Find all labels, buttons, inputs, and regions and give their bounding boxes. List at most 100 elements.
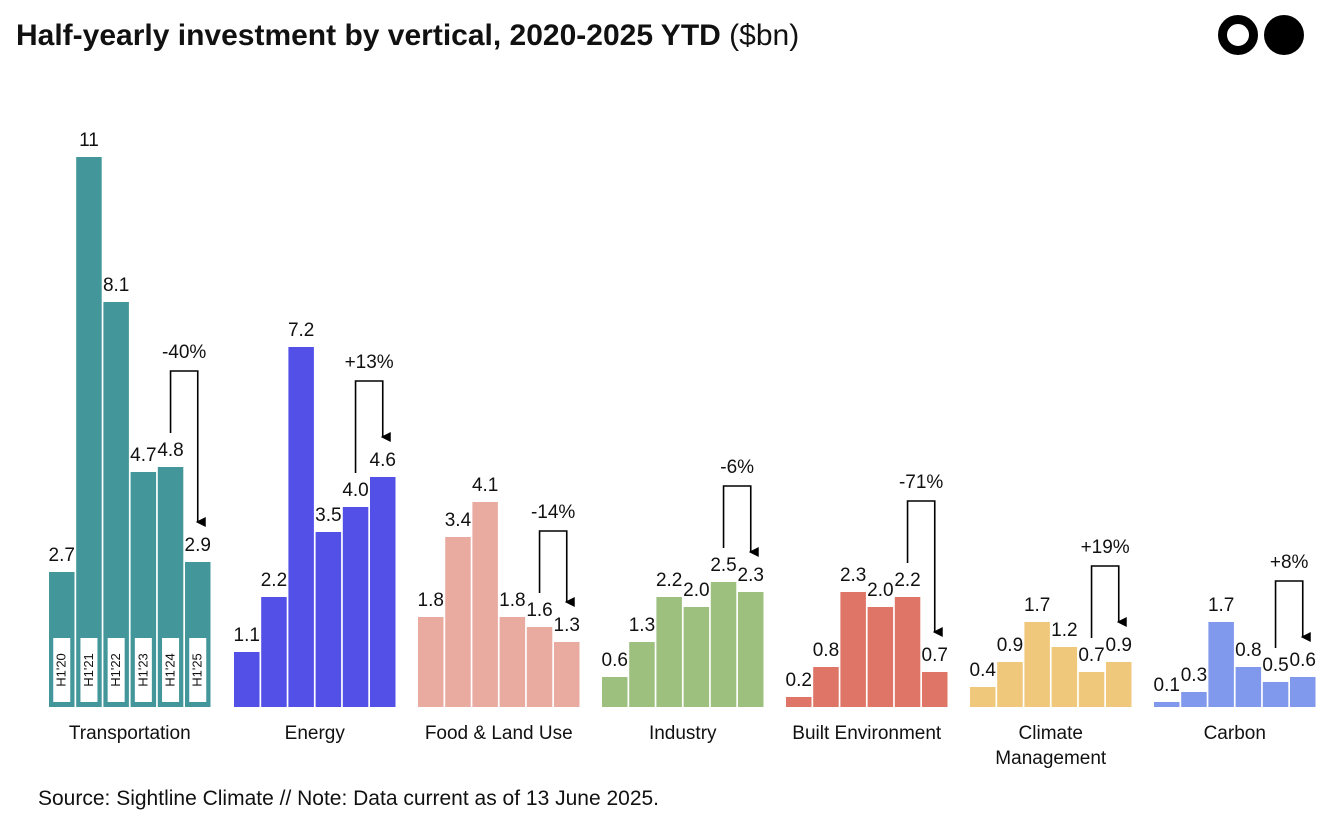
period-tick-label-3: H1'22 bbox=[108, 653, 123, 687]
value-label-carbon-6: 0.6 bbox=[1290, 650, 1316, 671]
bar-industry-6 bbox=[738, 592, 764, 707]
period-tick-label-4: H1'23 bbox=[135, 653, 150, 687]
bar-climate-management-6 bbox=[1106, 662, 1132, 707]
value-label-food-land-use-2: 3.4 bbox=[445, 510, 472, 531]
change-label-carbon: +8% bbox=[1270, 552, 1309, 573]
change-label-climate-management: +19% bbox=[1081, 537, 1130, 558]
value-label-climate-management-2: 0.9 bbox=[997, 635, 1023, 656]
value-label-industry-5: 2.5 bbox=[710, 555, 736, 576]
group-carbon: 0.1 0.3 1.7 0.80.5 0.6 +8% Carbon bbox=[1154, 552, 1316, 744]
value-label-food-land-use-1: 1.8 bbox=[418, 590, 444, 611]
group-built-environment: 0.20.8 2.32.0 2.2 0.7 -71% Built Environment bbox=[786, 472, 948, 744]
bar-energy-5 bbox=[342, 507, 369, 707]
value-label-built-environment-6: 0.7 bbox=[922, 645, 948, 666]
category-label-transportation: Transportation bbox=[69, 723, 191, 744]
bar-carbon-4 bbox=[1235, 667, 1262, 707]
bar-built-environment-6 bbox=[922, 672, 948, 707]
change-arrow-energy bbox=[354, 380, 391, 473]
change-arrow-transportation bbox=[169, 370, 206, 527]
value-label-energy-1: 1.1 bbox=[234, 625, 260, 646]
bar-energy-6 bbox=[370, 477, 396, 707]
bar-food-land-use-2 bbox=[445, 537, 471, 707]
bar-energy-4 bbox=[315, 532, 342, 707]
bar-food-land-use-3 bbox=[472, 502, 498, 707]
bar-carbon-5 bbox=[1262, 682, 1289, 707]
period-tick-label-2: H1'21 bbox=[81, 653, 96, 687]
chart-title-main: Half-yearly investment by vertical, 2020… bbox=[16, 19, 721, 52]
value-label-climate-management-5: 0.7 bbox=[1078, 645, 1104, 666]
value-label-transportation-5: 4.8 bbox=[157, 440, 183, 461]
group-industry: 0.61.3 2.2 2.02.5 2.3 -6% Industry bbox=[602, 457, 764, 744]
value-label-industry-6: 2.3 bbox=[738, 565, 764, 586]
bar-industry-4 bbox=[683, 607, 710, 707]
value-label-carbon-4: 0.8 bbox=[1235, 640, 1261, 661]
bar-energy-3 bbox=[288, 347, 314, 707]
bar-industry-1 bbox=[602, 677, 628, 707]
bar-food-land-use-5 bbox=[526, 627, 553, 707]
period-tick-bg-4 bbox=[134, 638, 152, 702]
period-tick-bg-2 bbox=[80, 638, 98, 702]
value-label-industry-1: 0.6 bbox=[602, 650, 628, 671]
bar-transportation-2 bbox=[76, 157, 102, 707]
bar-carbon-3 bbox=[1208, 622, 1234, 707]
bar-built-environment-4 bbox=[867, 607, 894, 707]
period-tick-bg-6 bbox=[189, 638, 207, 702]
value-label-carbon-1: 0.1 bbox=[1154, 675, 1180, 696]
category-label-food-land-use: Food & Land Use bbox=[425, 723, 573, 744]
value-label-energy-4: 3.5 bbox=[315, 505, 341, 526]
value-label-energy-5: 4.0 bbox=[342, 480, 368, 501]
change-arrow-industry bbox=[722, 485, 759, 557]
change-label-industry: -6% bbox=[720, 457, 754, 478]
value-label-industry-4: 2.0 bbox=[683, 580, 709, 601]
value-label-energy-6: 4.6 bbox=[370, 450, 396, 471]
value-label-transportation-1: 2.7 bbox=[49, 545, 75, 566]
bar-built-environment-5 bbox=[894, 597, 921, 707]
group-food-land-use: 1.83.44.11.8 1.61.3-14%Food & Land Use bbox=[418, 475, 580, 744]
change-label-built-environment: -71% bbox=[899, 472, 943, 493]
value-label-built-environment-1: 0.2 bbox=[786, 670, 812, 691]
value-label-built-environment-3: 2.3 bbox=[840, 565, 866, 586]
source-note: Source: Sightline Climate // Note: Data … bbox=[38, 787, 660, 810]
bar-climate-management-1 bbox=[970, 687, 996, 707]
value-label-climate-management-6: 0.9 bbox=[1106, 635, 1132, 656]
category-label-energy: Energy bbox=[285, 723, 346, 744]
value-label-transportation-2: 11 bbox=[79, 130, 99, 151]
value-label-energy-2: 2.2 bbox=[261, 570, 287, 591]
change-arrow-food-land-use bbox=[538, 530, 575, 607]
change-arrow-built-environment bbox=[906, 500, 943, 637]
bar-food-land-use-1 bbox=[418, 617, 444, 707]
value-label-carbon-5: 0.5 bbox=[1262, 655, 1288, 676]
chart-title-unit: ($bn) bbox=[729, 19, 800, 52]
value-label-carbon-3: 1.7 bbox=[1208, 595, 1234, 616]
category-label-climate-management-line-2: Management bbox=[995, 748, 1107, 769]
value-label-climate-management-3: 1.7 bbox=[1024, 595, 1050, 616]
bar-climate-management-3 bbox=[1024, 622, 1050, 707]
period-tick-bg-1 bbox=[53, 638, 71, 702]
chart-title: Half-yearly investment by vertical, 2020… bbox=[16, 16, 799, 56]
bar-energy-1 bbox=[234, 652, 260, 707]
bar-built-environment-3 bbox=[840, 592, 866, 707]
bar-food-land-use-4 bbox=[499, 617, 526, 707]
change-label-energy: +13% bbox=[345, 352, 394, 373]
bar-climate-management-2 bbox=[997, 662, 1023, 707]
group-energy: 1.1 2.2 7.2 3.54.04.6 +13% Energy bbox=[234, 320, 396, 744]
period-tick-label-1: H1'20 bbox=[54, 653, 69, 687]
bar-industry-2 bbox=[629, 642, 655, 707]
change-arrow-carbon bbox=[1274, 580, 1311, 648]
value-label-transportation-3: 8.1 bbox=[103, 275, 129, 296]
bar-carbon-1 bbox=[1154, 702, 1180, 707]
bar-industry-3 bbox=[656, 597, 682, 707]
change-label-transportation: -40% bbox=[162, 342, 206, 363]
change-arrow-climate-management bbox=[1090, 565, 1127, 638]
change-label-food-land-use: -14% bbox=[531, 502, 575, 523]
value-label-carbon-2: 0.3 bbox=[1181, 665, 1207, 686]
category-label-built-environment: Built Environment bbox=[792, 723, 942, 744]
value-label-food-land-use-5: 1.6 bbox=[526, 600, 552, 621]
value-label-industry-3: 2.2 bbox=[656, 570, 682, 591]
bar-energy-2 bbox=[261, 597, 287, 707]
value-label-industry-2: 1.3 bbox=[629, 615, 655, 636]
category-label-carbon: Carbon bbox=[1204, 723, 1266, 744]
period-tick-bg-3 bbox=[107, 638, 125, 702]
bar-food-land-use-6 bbox=[554, 642, 580, 707]
value-label-transportation-6: 2.9 bbox=[185, 535, 211, 556]
